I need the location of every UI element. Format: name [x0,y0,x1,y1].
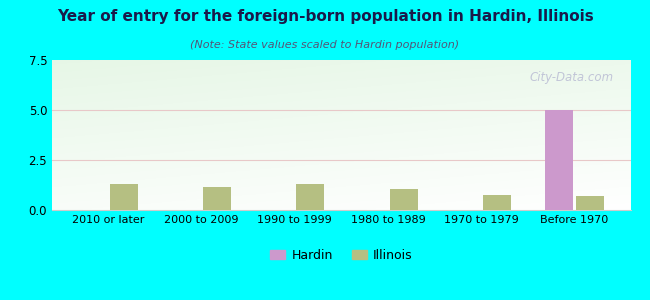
Text: City-Data.com: City-Data.com [529,70,613,83]
Bar [577,196,604,210]
Legend: Hardin, Illinois: Hardin, Illinois [265,244,417,267]
Bar [483,195,511,210]
Bar [110,184,138,210]
Text: (Note: State values scaled to Hardin population): (Note: State values scaled to Hardin pop… [190,40,460,50]
Bar [296,184,324,210]
Bar [545,110,573,210]
Bar [203,187,231,210]
Bar [390,189,418,210]
Text: Year of entry for the foreign-born population in Hardin, Illinois: Year of entry for the foreign-born popul… [57,9,593,24]
